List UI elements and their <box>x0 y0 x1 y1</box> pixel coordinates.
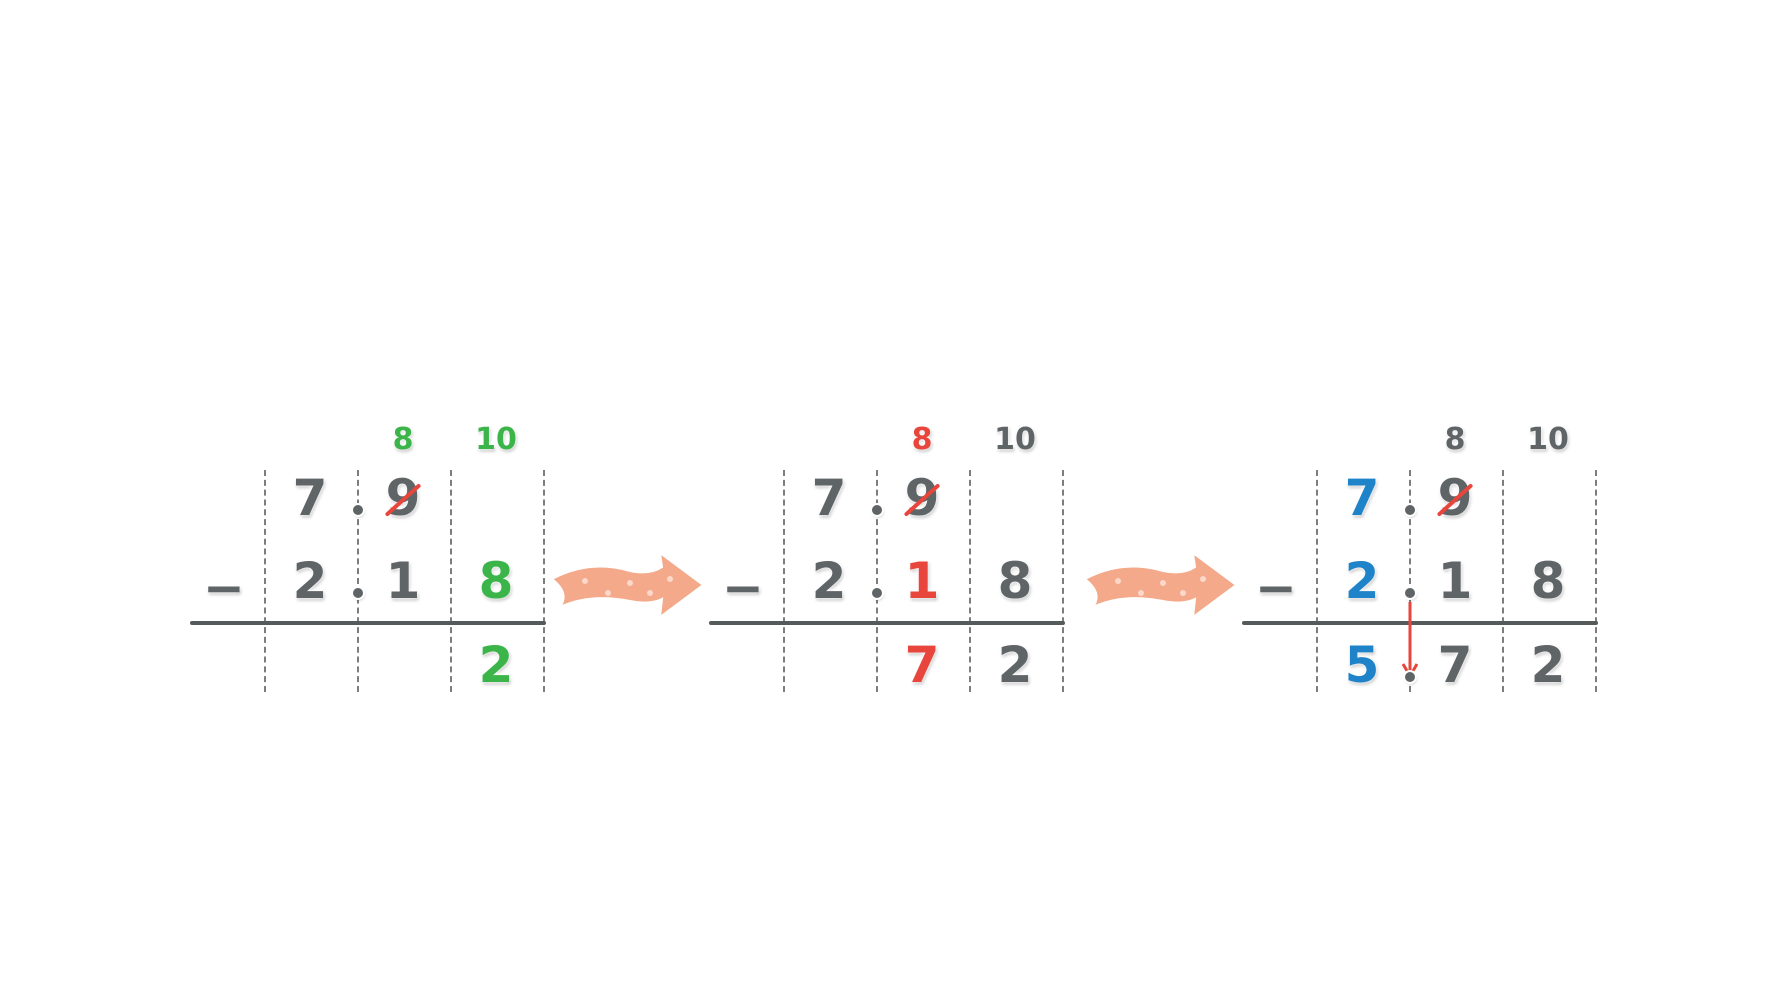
result-hundredths-digit: 2 <box>1530 636 1566 694</box>
answer-line <box>709 621 1065 625</box>
bottom-hundredths-digit: 8 <box>1530 552 1566 610</box>
bottom-decimal-point <box>353 588 363 598</box>
regroup-hundredths: 10 <box>475 422 517 457</box>
step-3-panel: − 8 10 7 9 2 1 8 5 7 2 <box>1242 415 1614 695</box>
result-tenths-digit: 7 <box>904 636 940 694</box>
column-divider <box>1409 470 1411 692</box>
minus-sign: − <box>1255 559 1297 617</box>
column-divider <box>264 470 266 692</box>
regroup-tenths: 8 <box>392 422 414 457</box>
result-ones-digit: 5 <box>1344 636 1380 694</box>
bottom-ones-digit: 2 <box>811 552 847 610</box>
minus-sign: − <box>203 559 245 617</box>
minus-sign: − <box>722 559 764 617</box>
result-hundredths-digit: 2 <box>997 636 1033 694</box>
column-divider <box>1502 470 1504 692</box>
bottom-tenths-digit: 1 <box>385 552 421 610</box>
top-ones-digit: 7 <box>1344 469 1380 527</box>
column-divider <box>969 470 971 692</box>
bottom-hundredths-digit: 8 <box>997 552 1033 610</box>
result-tenths-digit: 7 <box>1437 636 1473 694</box>
top-ones-digit: 7 <box>811 469 847 527</box>
answer-line <box>190 621 546 625</box>
column-divider <box>876 470 878 692</box>
bottom-ones-digit: 2 <box>1344 552 1380 610</box>
column-divider <box>1316 470 1318 692</box>
next-step-arrow <box>1083 550 1238 620</box>
bottom-tenths-digit: 1 <box>904 552 940 610</box>
bottom-decimal-point <box>872 588 882 598</box>
bottom-decimal-point <box>1405 588 1415 598</box>
column-divider <box>783 470 785 692</box>
next-step-arrow <box>550 550 705 620</box>
bottom-tenths-digit: 1 <box>1437 552 1473 610</box>
regroup-hundredths: 10 <box>994 422 1036 457</box>
top-decimal-point <box>353 505 363 515</box>
step-2-panel: − 8 10 7 9 2 1 8 7 2 <box>709 415 1081 695</box>
top-ones-digit: 7 <box>292 469 328 527</box>
column-divider <box>450 470 452 692</box>
column-divider <box>1062 470 1064 692</box>
top-decimal-point <box>872 505 882 515</box>
column-divider <box>543 470 545 692</box>
step-1-panel: − 8 10 7 9 2 1 8 2 <box>190 415 562 695</box>
regroup-hundredths: 10 <box>1527 422 1569 457</box>
column-divider <box>1595 470 1597 692</box>
result-hundredths-digit: 2 <box>478 636 514 694</box>
answer-line <box>1242 621 1598 625</box>
top-decimal-point <box>1405 505 1415 515</box>
bottom-hundredths-digit: 8 <box>478 552 514 610</box>
regroup-tenths: 8 <box>911 422 933 457</box>
regroup-tenths: 8 <box>1444 422 1466 457</box>
bottom-ones-digit: 2 <box>292 552 328 610</box>
result-decimal-point <box>1405 672 1415 682</box>
column-divider <box>357 470 359 692</box>
